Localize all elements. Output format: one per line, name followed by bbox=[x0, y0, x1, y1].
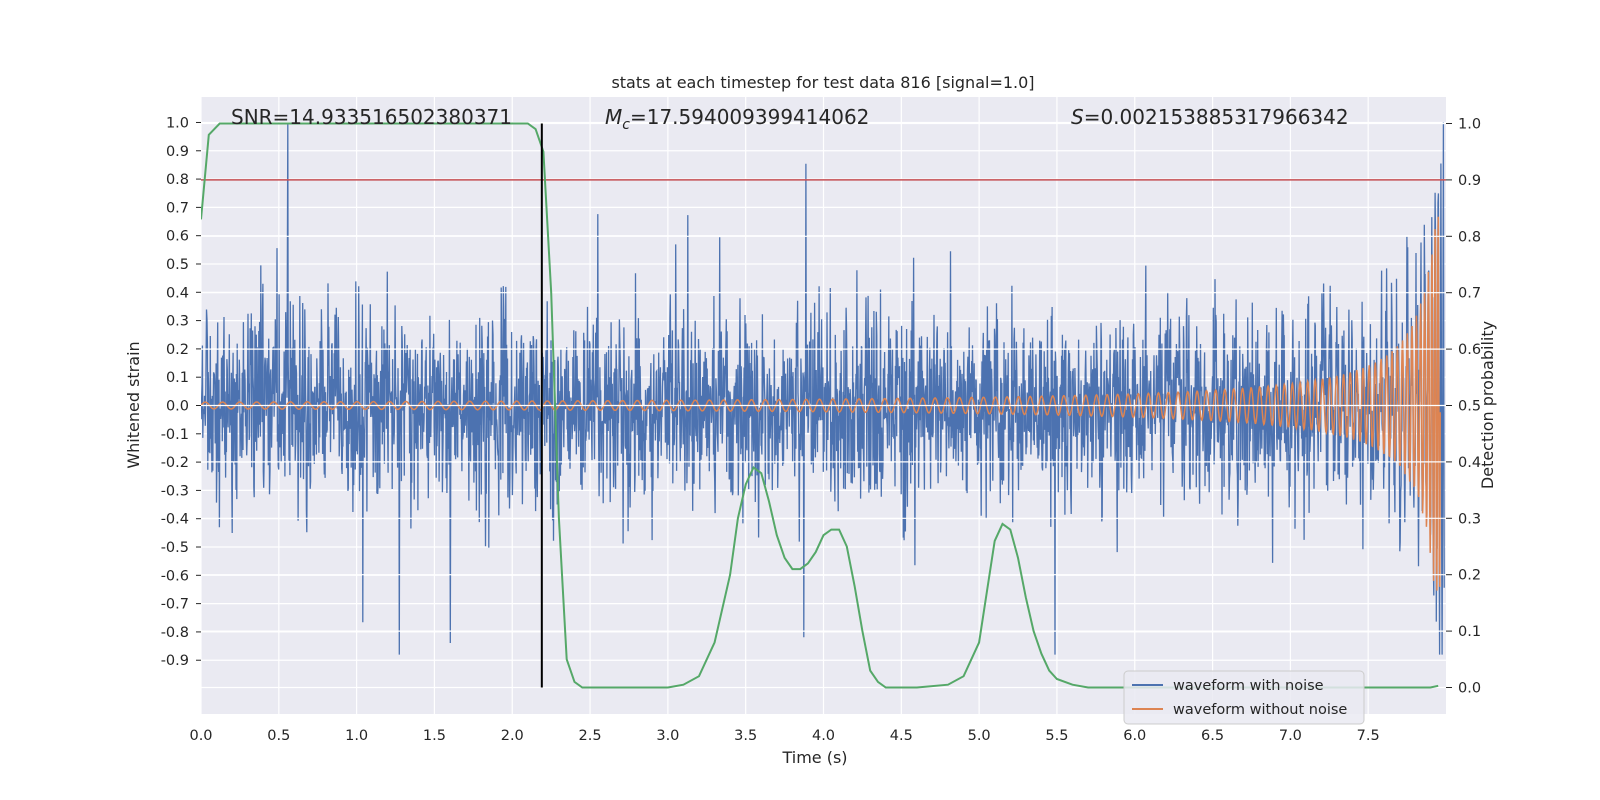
y-tick-label: 0.3 bbox=[166, 314, 189, 330]
y-tick-label: 0.7 bbox=[166, 200, 189, 216]
y2-tick-label: 0.0 bbox=[1458, 680, 1481, 696]
y-tick-label: -0.6 bbox=[161, 568, 189, 584]
y-tick-label: 0.4 bbox=[166, 285, 189, 301]
snr-annotation: SNR=14.933516502380371 bbox=[231, 105, 512, 129]
x-tick-label: 3.5 bbox=[734, 728, 757, 744]
y-tick-label: -0.1 bbox=[161, 427, 189, 443]
x-tick-label: 1.0 bbox=[345, 728, 368, 744]
x-tick-label: 7.5 bbox=[1357, 728, 1380, 744]
y-axis-label: Whitened strain bbox=[124, 341, 143, 468]
waveform-with-noise-line bbox=[201, 122, 1445, 655]
y-tick-label: 1.0 bbox=[166, 115, 189, 131]
y2-tick-label: 0.8 bbox=[1458, 229, 1481, 245]
y-tick-label: -0.9 bbox=[161, 653, 189, 669]
y-tick-label: -0.2 bbox=[161, 455, 189, 471]
y-tick-label: 0.1 bbox=[166, 370, 189, 386]
x-tick-label: 0.5 bbox=[267, 728, 290, 744]
x-axis-ticks: 0.0 0.5 1.0 1.5 2.0 2.5 3.0 3.5 4.0 4.5 5.0 5.5 6.0 6… bbox=[189, 728, 1379, 744]
s-value: =0.002153885317966342 bbox=[1084, 105, 1349, 129]
x-axis-label: Time (s) bbox=[781, 748, 847, 767]
y2-tick-label: 0.9 bbox=[1458, 173, 1481, 189]
y-tick-label: 0.0 bbox=[166, 399, 189, 415]
y2-tick-label: 0.5 bbox=[1458, 399, 1481, 415]
y-tick-label: -0.7 bbox=[161, 597, 189, 613]
legend-clean-label: waveform without noise bbox=[1173, 702, 1347, 718]
y2-axis-ticks: 1.0 0.9 0.8 0.7 0.6 0.5 0.4 0.3 0.2 0.1 0.0 bbox=[1446, 117, 1481, 696]
y2-axis-label: Detection probability bbox=[1478, 321, 1497, 489]
y2-tick-label: 0.2 bbox=[1458, 568, 1481, 584]
y2-tick-label: 0.3 bbox=[1458, 511, 1481, 527]
x-tick-label: 5.0 bbox=[968, 728, 991, 744]
legend-box bbox=[1123, 670, 1365, 725]
y-tick-label: 0.2 bbox=[166, 342, 189, 358]
y-tick-label: 0.5 bbox=[166, 257, 189, 273]
x-tick-label: 4.0 bbox=[812, 728, 835, 744]
x-tick-label: 4.5 bbox=[890, 728, 913, 744]
y-tick-label: 0.6 bbox=[166, 229, 189, 245]
chirp-mass-value: =17.594009399414062 bbox=[630, 105, 869, 129]
x-tick-label: 0.0 bbox=[189, 728, 212, 744]
chirp-mass-annotation: Mc=17.594009399414062 bbox=[605, 105, 869, 133]
x-tick-label: 2.0 bbox=[501, 728, 524, 744]
y-tick-label: -0.8 bbox=[161, 625, 189, 641]
x-tick-label: 6.0 bbox=[1123, 728, 1146, 744]
x-tick-label: 3.0 bbox=[656, 728, 679, 744]
y2-tick-label: 0.7 bbox=[1458, 286, 1481, 302]
y-tick-label: -0.5 bbox=[161, 540, 189, 556]
y-tick-label: -0.4 bbox=[161, 512, 189, 528]
waveform-without-noise-line bbox=[201, 216, 1441, 591]
y2-tick-label: 0.1 bbox=[1458, 624, 1481, 640]
x-tick-label: 1.5 bbox=[423, 728, 446, 744]
y-tick-label: 0.8 bbox=[166, 172, 189, 188]
y2-tick-label: 0.6 bbox=[1458, 342, 1481, 358]
legend: waveform with noise waveform without noi… bbox=[1123, 670, 1365, 725]
y2-tick-label: 0.4 bbox=[1458, 455, 1481, 471]
x-tick-label: 6.5 bbox=[1201, 728, 1224, 744]
y-tick-label: -0.3 bbox=[161, 483, 189, 499]
x-tick-label: 5.5 bbox=[1045, 728, 1068, 744]
s-annotation: S=0.002153885317966342 bbox=[1071, 105, 1349, 129]
x-tick-label: 2.5 bbox=[579, 728, 602, 744]
detection-probability-line bbox=[201, 122, 1439, 689]
legend-noisy-label: waveform with noise bbox=[1173, 678, 1324, 694]
y-tick-label: 0.9 bbox=[166, 144, 189, 160]
y-axis-ticks: 1.0 0.9 0.8 0.7 0.6 0.5 0.4 0.3 0.2 0.1 0.0 -0.1 -0.… bbox=[161, 115, 201, 669]
y2-tick-label: 1.0 bbox=[1458, 117, 1481, 133]
x-tick-label: 7.0 bbox=[1279, 728, 1302, 744]
chart-title: stats at each timestep for test data 816… bbox=[611, 73, 1034, 92]
